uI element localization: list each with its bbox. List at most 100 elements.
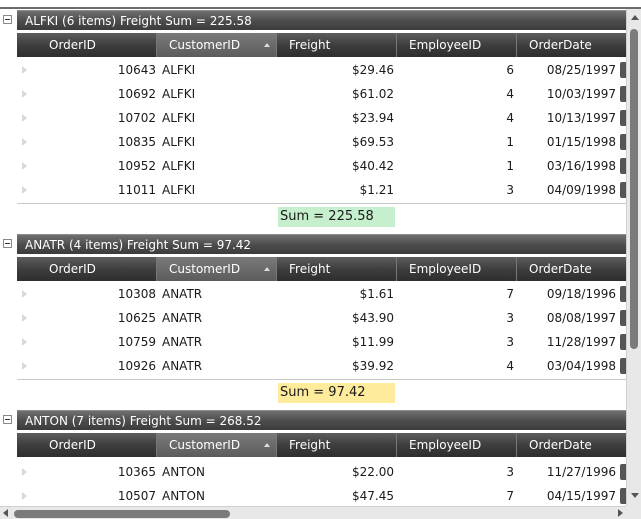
cell-order-id[interactable]: 10308 bbox=[117, 287, 156, 301]
cell-freight[interactable]: $11.99 bbox=[352, 335, 394, 349]
cell-order-id[interactable]: 10702 bbox=[117, 111, 156, 125]
chevron-right-icon[interactable] bbox=[618, 509, 623, 517]
cell-employee-id[interactable]: 3 bbox=[506, 183, 514, 197]
cell-order-id[interactable]: 11011 bbox=[117, 183, 156, 197]
cell-order-id[interactable]: 10625 bbox=[117, 311, 156, 325]
column-header-employeeid[interactable]: EmployeeID bbox=[397, 257, 517, 281]
cell-customer-id[interactable]: ANTON bbox=[162, 489, 205, 503]
table-row[interactable]: 10702 ALFKI $23.94 4 10/13/1997 bbox=[17, 106, 626, 130]
cell-customer-id[interactable]: ALFKI bbox=[162, 135, 196, 149]
cell-order-date[interactable]: 03/16/1998 bbox=[546, 159, 616, 173]
cell-customer-id[interactable]: ALFKI bbox=[162, 63, 196, 77]
cell-employee-id[interactable]: 7 bbox=[506, 489, 514, 503]
cell-customer-id[interactable]: ANATR bbox=[162, 287, 203, 301]
table-row[interactable]: 10643 ALFKI $29.46 6 08/25/1997 bbox=[17, 58, 626, 82]
table-row[interactable]: 10835 ALFKI $69.53 1 01/15/1998 bbox=[17, 130, 626, 154]
group-header[interactable]: ANTON (7 items) Freight Sum = 268.52 bbox=[17, 410, 626, 430]
cell-freight[interactable]: $47.45 bbox=[352, 489, 394, 503]
cell-employee-id[interactable]: 4 bbox=[506, 111, 514, 125]
table-row[interactable]: 11011 ALFKI $1.21 3 04/09/1998 bbox=[17, 178, 626, 202]
column-header-employeeid[interactable]: EmployeeID bbox=[397, 433, 517, 457]
cell-employee-id[interactable]: 1 bbox=[506, 159, 514, 173]
cell-customer-id[interactable]: ANATR bbox=[162, 335, 203, 349]
column-header-customerid[interactable]: CustomerID bbox=[157, 33, 277, 57]
cell-freight[interactable]: $23.94 bbox=[352, 111, 394, 125]
cell-order-id[interactable]: 10759 bbox=[117, 335, 156, 349]
column-header-orderid[interactable]: OrderID bbox=[37, 433, 157, 457]
vertical-scroll-thumb[interactable] bbox=[630, 29, 638, 349]
cell-employee-id[interactable]: 4 bbox=[506, 359, 514, 373]
group-header[interactable]: ANATR (4 items) Freight Sum = 97.42 bbox=[17, 234, 626, 254]
chevron-left-icon[interactable] bbox=[3, 509, 8, 517]
cell-employee-id[interactable]: 3 bbox=[506, 311, 514, 325]
cell-employee-id[interactable]: 7 bbox=[506, 287, 514, 301]
cell-order-date[interactable]: 08/08/1997 bbox=[546, 311, 616, 325]
column-header-orderid[interactable]: OrderID bbox=[37, 257, 157, 281]
collapse-minus-icon[interactable] bbox=[3, 239, 12, 248]
collapse-minus-icon[interactable] bbox=[3, 15, 12, 24]
cell-freight[interactable]: $69.53 bbox=[352, 135, 394, 149]
cell-order-date[interactable]: 11/28/1997 bbox=[546, 335, 616, 349]
cell-employee-id[interactable]: 6 bbox=[506, 63, 514, 77]
cell-order-date[interactable]: 10/13/1997 bbox=[546, 111, 616, 125]
cell-order-id[interactable]: 10643 bbox=[117, 63, 156, 77]
table-row[interactable]: 10692 ALFKI $61.02 4 10/03/1997 bbox=[17, 82, 626, 106]
table-row[interactable]: 10507 ANTON $47.45 7 04/15/1997 bbox=[17, 484, 626, 508]
cell-customer-id[interactable]: ANTON bbox=[162, 465, 205, 479]
column-header-freight[interactable]: Freight bbox=[277, 433, 397, 457]
cell-freight[interactable]: $29.46 bbox=[352, 63, 394, 77]
cell-customer-id[interactable]: ANATR bbox=[162, 359, 203, 373]
cell-freight[interactable]: $1.21 bbox=[359, 183, 394, 197]
table-row[interactable]: 10308 ANATR $1.61 7 09/18/1996 bbox=[17, 282, 626, 306]
column-header-employeeid[interactable]: EmployeeID bbox=[397, 33, 517, 57]
cell-order-id[interactable]: 10926 bbox=[117, 359, 156, 373]
cell-employee-id[interactable]: 3 bbox=[506, 335, 514, 349]
cell-order-id[interactable]: 10365 bbox=[117, 465, 156, 479]
cell-order-id[interactable]: 10835 bbox=[117, 135, 156, 149]
cell-customer-id[interactable]: ALFKI bbox=[162, 111, 196, 125]
cell-customer-id[interactable]: ALFKI bbox=[162, 87, 196, 101]
cell-order-date[interactable]: 09/18/1996 bbox=[546, 287, 616, 301]
cell-order-date[interactable]: 04/09/1998 bbox=[546, 183, 616, 197]
column-header-customerid[interactable]: CustomerID bbox=[157, 257, 277, 281]
table-row[interactable]: 10759 ANATR $11.99 3 11/28/1997 bbox=[17, 330, 626, 354]
table-row[interactable]: 10952 ALFKI $40.42 1 03/16/1998 bbox=[17, 154, 626, 178]
cell-freight[interactable]: $1.61 bbox=[359, 287, 394, 301]
cell-order-date[interactable]: 01/15/1998 bbox=[546, 135, 616, 149]
group-header[interactable]: ALFKI (6 items) Freight Sum = 225.58 bbox=[17, 10, 626, 30]
collapse-minus-icon[interactable] bbox=[3, 415, 12, 424]
cell-employee-id[interactable]: 1 bbox=[506, 135, 514, 149]
column-header-customerid[interactable]: CustomerID bbox=[157, 433, 277, 457]
cell-customer-id[interactable]: ALFKI bbox=[162, 183, 196, 197]
cell-freight[interactable]: $39.92 bbox=[352, 359, 394, 373]
cell-freight[interactable]: $40.42 bbox=[352, 159, 394, 173]
column-header-freight[interactable]: Freight bbox=[277, 33, 397, 57]
horizontal-scrollbar[interactable] bbox=[0, 506, 626, 519]
table-row[interactable]: 10365 ANTON $22.00 3 11/27/1996 bbox=[17, 460, 626, 484]
horizontal-scroll-thumb[interactable] bbox=[14, 510, 230, 518]
cell-order-date[interactable]: 10/03/1997 bbox=[546, 87, 616, 101]
cell-employee-id[interactable]: 3 bbox=[506, 465, 514, 479]
cell-customer-id[interactable]: ANATR bbox=[162, 311, 203, 325]
column-header-orderdate[interactable]: OrderDate bbox=[529, 438, 592, 452]
cell-customer-id[interactable]: ALFKI bbox=[162, 159, 196, 173]
cell-freight[interactable]: $22.00 bbox=[352, 465, 394, 479]
column-header-orderdate[interactable]: OrderDate bbox=[529, 38, 592, 52]
column-header-orderdate[interactable]: OrderDate bbox=[529, 262, 592, 276]
vertical-scrollbar[interactable] bbox=[626, 9, 641, 506]
cell-freight[interactable]: $61.02 bbox=[352, 87, 394, 101]
scroll-up-button[interactable] bbox=[627, 9, 641, 25]
cell-order-id[interactable]: 10952 bbox=[117, 159, 156, 173]
table-row[interactable]: 10625 ANATR $43.90 3 08/08/1997 bbox=[17, 306, 626, 330]
cell-order-date[interactable]: 08/25/1997 bbox=[546, 63, 616, 77]
table-row[interactable]: 10926 ANATR $39.92 4 03/04/1998 bbox=[17, 354, 626, 378]
cell-order-date[interactable]: 11/27/1996 bbox=[546, 465, 616, 479]
column-header-freight[interactable]: Freight bbox=[277, 257, 397, 281]
cell-freight[interactable]: $43.90 bbox=[352, 311, 394, 325]
scroll-down-button[interactable] bbox=[627, 487, 641, 503]
cell-order-date[interactable]: 03/04/1998 bbox=[546, 359, 616, 373]
cell-order-id[interactable]: 10507 bbox=[117, 489, 156, 503]
cell-order-id[interactable]: 10692 bbox=[117, 87, 156, 101]
cell-employee-id[interactable]: 4 bbox=[506, 87, 514, 101]
column-header-orderid[interactable]: OrderID bbox=[37, 33, 157, 57]
